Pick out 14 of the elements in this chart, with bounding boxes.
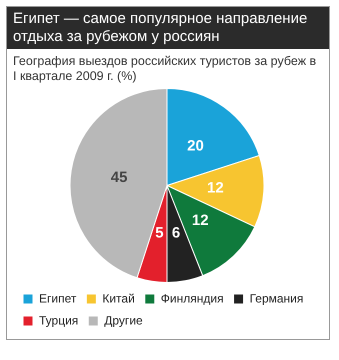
data-label: 6 <box>172 224 180 242</box>
legend-label: Турция <box>39 313 78 328</box>
data-label: 5 <box>155 224 164 242</box>
data-label: 12 <box>207 180 224 197</box>
legend-label: Германия <box>250 291 304 306</box>
chart-subtitle: География выездов российских туристов за рубеж в I квартале 2009 г. (%) <box>12 53 318 84</box>
data-label: 20 <box>187 137 204 154</box>
data-label: 45 <box>110 169 128 186</box>
chart-title: Египет — самое популярное направление отдыха за рубежом у россиян <box>7 7 329 49</box>
legend-label: Финляндия <box>160 291 224 306</box>
data-label: 12 <box>192 212 209 229</box>
legend-label: Китай <box>102 291 135 306</box>
legend-label: Египет <box>39 291 77 306</box>
legend-label: Другие <box>104 313 144 328</box>
